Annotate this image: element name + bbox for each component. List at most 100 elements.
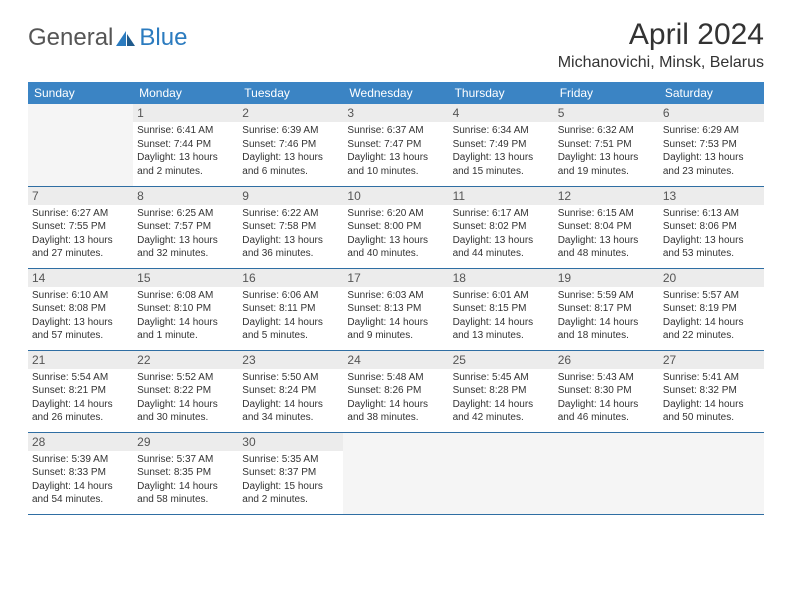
day-details: Sunrise: 6:37 AMSunset: 7:47 PMDaylight:… — [347, 124, 444, 178]
daylight-text: Daylight: 15 hours and 2 minutes. — [242, 480, 339, 507]
daylight-text: Daylight: 13 hours and 32 minutes. — [137, 234, 234, 261]
day-number: 24 — [343, 351, 448, 369]
calendar-table: SundayMondayTuesdayWednesdayThursdayFrid… — [28, 82, 764, 515]
calendar-day-cell: 1Sunrise: 6:41 AMSunset: 7:44 PMDaylight… — [133, 104, 238, 186]
day-details: Sunrise: 6:20 AMSunset: 8:00 PMDaylight:… — [347, 207, 444, 261]
calendar-week-row: 21Sunrise: 5:54 AMSunset: 8:21 PMDayligh… — [28, 350, 764, 432]
calendar-week-row: 7Sunrise: 6:27 AMSunset: 7:55 PMDaylight… — [28, 186, 764, 268]
sunrise-text: Sunrise: 5:50 AM — [242, 371, 339, 385]
daylight-text: Daylight: 14 hours and 30 minutes. — [137, 398, 234, 425]
sunrise-text: Sunrise: 6:13 AM — [663, 207, 760, 221]
weekday-header: Sunday — [28, 82, 133, 104]
day-number: 19 — [554, 269, 659, 287]
day-details: Sunrise: 6:10 AMSunset: 8:08 PMDaylight:… — [32, 289, 129, 343]
daylight-text: Daylight: 14 hours and 34 minutes. — [242, 398, 339, 425]
sunrise-text: Sunrise: 6:37 AM — [347, 124, 444, 138]
day-details: Sunrise: 6:41 AMSunset: 7:44 PMDaylight:… — [137, 124, 234, 178]
day-details: Sunrise: 6:25 AMSunset: 7:57 PMDaylight:… — [137, 207, 234, 261]
sunrise-text: Sunrise: 6:29 AM — [663, 124, 760, 138]
sunset-text: Sunset: 8:04 PM — [558, 220, 655, 234]
daylight-text: Daylight: 14 hours and 42 minutes. — [453, 398, 550, 425]
calendar-day-cell: 10 Sunrise: 6:20 AMSunset: 8:00 PMDayligh… — [343, 186, 448, 268]
day-details: Sunrise: 5:45 AMSunset: 8:28 PMDaylight:… — [453, 371, 550, 425]
daylight-text: Daylight: 14 hours and 50 minutes. — [663, 398, 760, 425]
day-details: Sunrise: 5:35 AMSunset: 8:37 PMDaylight:… — [242, 453, 339, 507]
calendar-day-cell: 25Sunrise: 5:45 AMSunset: 8:28 PMDayligh… — [449, 350, 554, 432]
daylight-text: Daylight: 13 hours and 23 minutes. — [663, 151, 760, 178]
day-details: Sunrise: 5:57 AMSunset: 8:19 PMDaylight:… — [663, 289, 760, 343]
calendar-day-cell: 12Sunrise: 6:15 AMSunset: 8:04 PMDayligh… — [554, 186, 659, 268]
calendar-day-cell: 9Sunrise: 6:22 AMSunset: 7:58 PMDaylight… — [238, 186, 343, 268]
title-block: April 2024 Michanovichi, Minsk, Belarus — [558, 18, 764, 72]
sunset-text: Sunset: 7:51 PM — [558, 138, 655, 152]
sunset-text: Sunset: 8:19 PM — [663, 302, 760, 316]
day-details: Sunrise: 5:43 AMSunset: 8:30 PMDaylight:… — [558, 371, 655, 425]
sunset-text: Sunset: 8:35 PM — [137, 466, 234, 480]
calendar-day-cell: 27Sunrise: 5:41 AMSunset: 8:32 PMDayligh… — [659, 350, 764, 432]
sunset-text: Sunset: 7:49 PM — [453, 138, 550, 152]
day-number: 13 — [659, 187, 764, 205]
calendar-day-cell: 6Sunrise: 6:29 AMSunset: 7:53 PMDaylight… — [659, 104, 764, 186]
day-number: 17 — [343, 269, 448, 287]
day-number: 29 — [133, 433, 238, 451]
day-number: 18 — [449, 269, 554, 287]
day-details: Sunrise: 6:03 AMSunset: 8:13 PMDaylight:… — [347, 289, 444, 343]
calendar-head: SundayMondayTuesdayWednesdayThursdayFrid… — [28, 82, 764, 104]
sunrise-text: Sunrise: 5:41 AM — [663, 371, 760, 385]
day-details: Sunrise: 6:15 AMSunset: 8:04 PMDaylight:… — [558, 207, 655, 261]
sunset-text: Sunset: 8:26 PM — [347, 384, 444, 398]
sunset-text: Sunset: 8:37 PM — [242, 466, 339, 480]
daylight-text: Daylight: 14 hours and 1 minute. — [137, 316, 234, 343]
calendar-week-row: 1Sunrise: 6:41 AMSunset: 7:44 PMDaylight… — [28, 104, 764, 186]
weekday-header: Friday — [554, 82, 659, 104]
sunset-text: Sunset: 7:44 PM — [137, 138, 234, 152]
calendar-day-cell: 22Sunrise: 5:52 AMSunset: 8:22 PMDayligh… — [133, 350, 238, 432]
sunrise-text: Sunrise: 6:34 AM — [453, 124, 550, 138]
daylight-text: Daylight: 13 hours and 10 minutes. — [347, 151, 444, 178]
sunrise-text: Sunrise: 6:22 AM — [242, 207, 339, 221]
calendar-day-cell: 15Sunrise: 6:08 AMSunset: 8:10 PMDayligh… — [133, 268, 238, 350]
sunrise-text: Sunrise: 6:41 AM — [137, 124, 234, 138]
sunrise-text: Sunrise: 5:57 AM — [663, 289, 760, 303]
header: General Blue April 2024 Michanovichi, Mi… — [28, 18, 764, 72]
sunset-text: Sunset: 8:06 PM — [663, 220, 760, 234]
day-number: 16 — [238, 269, 343, 287]
sunrise-text: Sunrise: 6:39 AM — [242, 124, 339, 138]
sunset-text: Sunset: 8:33 PM — [32, 466, 129, 480]
sunrise-text: Sunrise: 5:43 AM — [558, 371, 655, 385]
day-number: 2 — [238, 104, 343, 122]
sunset-text: Sunset: 8:11 PM — [242, 302, 339, 316]
daylight-text: Daylight: 14 hours and 9 minutes. — [347, 316, 444, 343]
day-number: 7 — [28, 187, 133, 205]
day-number: 14 — [28, 269, 133, 287]
sunset-text: Sunset: 7:46 PM — [242, 138, 339, 152]
calendar-day-cell: 2 Sunrise: 6:39 AMSunset: 7:46 PMDaylight… — [238, 104, 343, 186]
calendar-day-cell: 21Sunrise: 5:54 AMSunset: 8:21 PMDayligh… — [28, 350, 133, 432]
day-details: Sunrise: 5:59 AMSunset: 8:17 PMDaylight:… — [558, 289, 655, 343]
calendar-day-cell: 24Sunrise: 5:48 AMSunset: 8:26 PMDayligh… — [343, 350, 448, 432]
sunset-text: Sunset: 8:13 PM — [347, 302, 444, 316]
day-number: 22 — [133, 351, 238, 369]
weekday-row: SundayMondayTuesdayWednesdayThursdayFrid… — [28, 82, 764, 104]
daylight-text: Daylight: 13 hours and 48 minutes. — [558, 234, 655, 261]
calendar-day-cell: 19 Sunrise: 5:59 AMSunset: 8:17 PMDayligh… — [554, 268, 659, 350]
weekday-header: Thursday — [449, 82, 554, 104]
weekday-header: Monday — [133, 82, 238, 104]
calendar-body: 1Sunrise: 6:41 AMSunset: 7:44 PMDaylight… — [28, 104, 764, 514]
calendar-day-cell: 4Sunrise: 6:34 AMSunset: 7:49 PMDaylight… — [449, 104, 554, 186]
sunrise-text: Sunrise: 6:10 AM — [32, 289, 129, 303]
day-details: Sunrise: 6:22 AMSunset: 7:58 PMDaylight:… — [242, 207, 339, 261]
daylight-text: Daylight: 13 hours and 6 minutes. — [242, 151, 339, 178]
sunrise-text: Sunrise: 5:54 AM — [32, 371, 129, 385]
sunset-text: Sunset: 8:28 PM — [453, 384, 550, 398]
day-number: 10 — [343, 187, 448, 205]
calendar-day-cell: 18Sunrise: 6:01 AMSunset: 8:15 PMDayligh… — [449, 268, 554, 350]
sunset-text: Sunset: 8:00 PM — [347, 220, 444, 234]
day-number: 5 — [554, 104, 659, 122]
calendar-empty-cell — [554, 432, 659, 514]
day-number: 4 — [449, 104, 554, 122]
daylight-text: Daylight: 14 hours and 22 minutes. — [663, 316, 760, 343]
calendar-empty-cell — [343, 432, 448, 514]
calendar-empty-cell — [28, 104, 133, 186]
sunrise-text: Sunrise: 6:06 AM — [242, 289, 339, 303]
